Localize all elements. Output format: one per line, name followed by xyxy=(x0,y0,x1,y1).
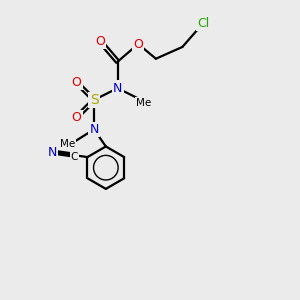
Text: N: N xyxy=(48,146,57,159)
Text: O: O xyxy=(95,34,105,48)
Text: Me: Me xyxy=(60,139,75,149)
Text: O: O xyxy=(133,38,143,50)
Text: C: C xyxy=(71,152,78,162)
Text: Me: Me xyxy=(136,98,152,108)
Text: O: O xyxy=(71,111,81,124)
Text: Cl: Cl xyxy=(197,17,209,30)
Text: N: N xyxy=(113,82,122,95)
Text: S: S xyxy=(90,93,98,107)
Text: O: O xyxy=(71,76,81,89)
Text: N: N xyxy=(89,123,99,136)
